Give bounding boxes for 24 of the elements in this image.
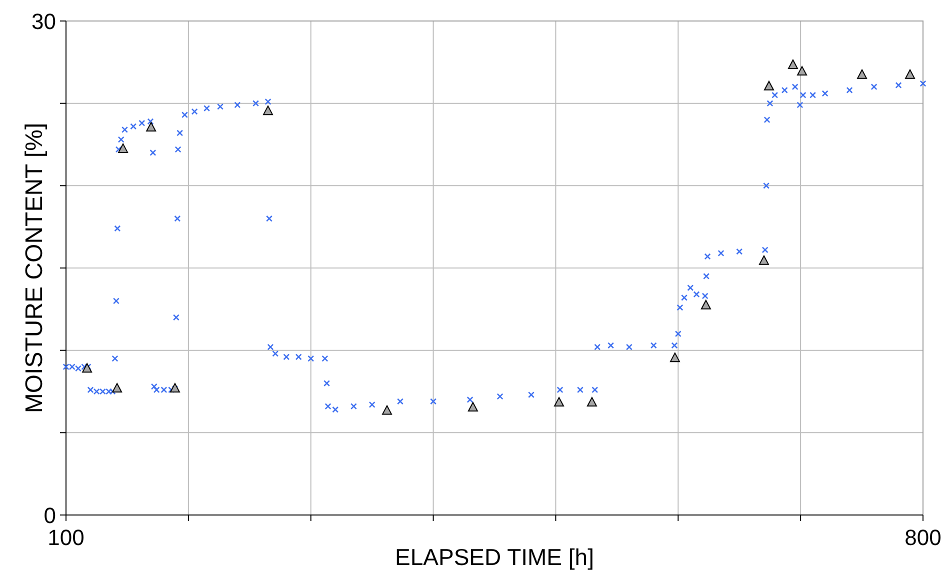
point [146, 122, 156, 132]
point [82, 363, 92, 373]
point [118, 143, 128, 153]
point [382, 405, 392, 415]
point [112, 383, 122, 393]
point [758, 255, 769, 265]
point [554, 397, 564, 407]
point [263, 106, 274, 116]
x-tick-label: 100 [48, 525, 84, 550]
point [700, 300, 711, 310]
point [170, 383, 180, 393]
point [670, 352, 680, 362]
y-tick-label: 0 [44, 503, 56, 528]
x-tick-label: 800 [904, 525, 942, 550]
point [586, 397, 597, 407]
point [797, 66, 808, 76]
y-tick-label: 30 [32, 9, 56, 34]
y-axis-title: MOISTURE CONTENT [%] [21, 122, 48, 414]
x-axis-title: ELAPSED TIME [h] [395, 544, 594, 570]
point [905, 69, 916, 79]
point [857, 69, 868, 79]
point [764, 80, 774, 90]
point [788, 59, 798, 69]
point [468, 402, 478, 412]
